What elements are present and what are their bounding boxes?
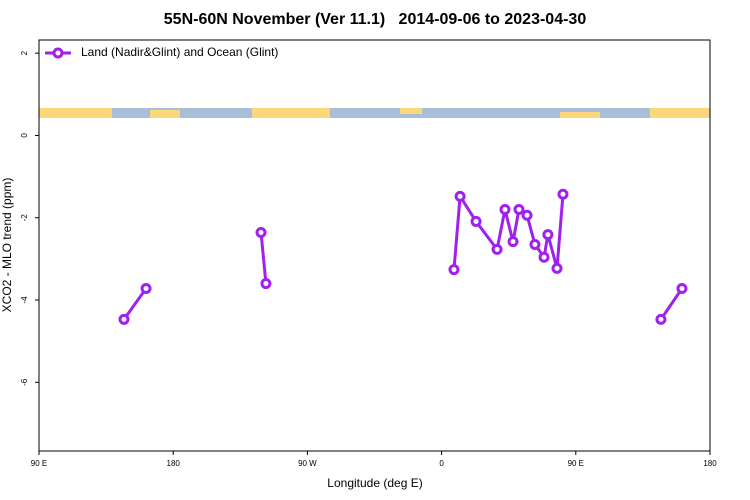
point — [529, 238, 541, 250]
map-strip — [39, 108, 710, 118]
point — [470, 215, 482, 227]
point — [551, 262, 563, 274]
y-tick-label: 2 — [20, 50, 29, 55]
y-tick-label: -6 — [20, 378, 29, 386]
point — [538, 251, 550, 263]
x-axis-label: Longitude (deg E) — [327, 476, 422, 490]
y-tick-label: -4 — [20, 296, 29, 304]
y-axis-label: XCO2 - MLO trend (ppm) — [0, 178, 14, 313]
point — [655, 313, 667, 325]
point — [542, 229, 554, 241]
point — [491, 243, 503, 255]
point — [448, 264, 460, 276]
chart-title: 55N-60N November (Ver 11.1) 2014-09-06 t… — [164, 11, 587, 28]
x-tick-label: 90 E — [31, 459, 47, 468]
point — [454, 190, 466, 202]
point — [507, 236, 519, 248]
x-tick-label: 90 E — [568, 459, 584, 468]
x-tick-label: 90 W — [298, 459, 317, 468]
point — [140, 282, 152, 294]
plot-frame — [38, 39, 711, 452]
point — [260, 278, 272, 290]
y-tick-label: 0 — [20, 133, 29, 138]
point — [118, 313, 130, 325]
x-tick-label: 0 — [439, 459, 444, 468]
point — [557, 188, 569, 200]
series-line — [122, 191, 684, 321]
point — [521, 209, 533, 221]
legend-label: Land (Nadir&Glint) and Ocean (Glint) — [81, 45, 278, 59]
point — [513, 204, 525, 216]
point — [499, 204, 511, 216]
x-tick-label: 180 — [167, 459, 181, 468]
point — [255, 227, 267, 239]
y-tick-label: -2 — [20, 214, 29, 222]
point — [676, 282, 688, 294]
legend-marker — [52, 47, 64, 59]
x-tick-label: 180 — [703, 459, 717, 468]
